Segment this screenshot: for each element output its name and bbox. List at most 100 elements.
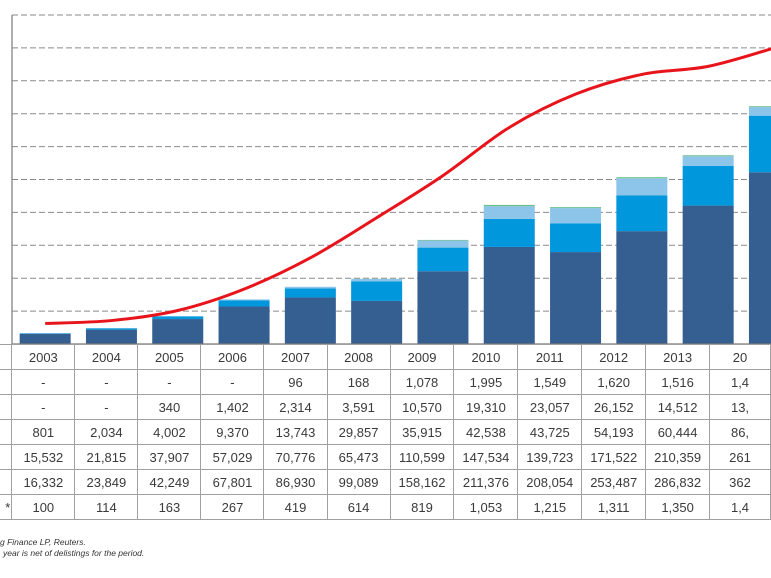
bar-segment: [616, 231, 668, 344]
bar-segment: [748, 106, 771, 108]
table-cell: 1,215: [517, 494, 583, 520]
table-cell: -: [11, 369, 76, 395]
bar-segment: [351, 278, 403, 282]
year-header: 2004: [74, 344, 139, 370]
table-cell: 419: [263, 494, 328, 520]
source-note: g Finance LP, Reuters.: [0, 537, 86, 547]
table-cell: 1,4: [709, 369, 771, 395]
bar-segment: [85, 329, 137, 344]
table-cell: 9,370: [200, 419, 265, 445]
bar-segment: [550, 223, 602, 253]
row-label: [0, 469, 13, 495]
table-cell: 1,549: [517, 369, 583, 395]
table-cell: 86,: [709, 419, 771, 445]
table-cell: 86,930: [263, 469, 328, 495]
table-cell: -: [11, 394, 76, 420]
table-cell: 139,723: [517, 444, 583, 470]
table-cell: 35,915: [389, 419, 455, 445]
table-row: - - - -96 168 1,078 1,995 1,549 1,620 1,516 1,4: [0, 369, 771, 395]
table-cell: 614: [326, 494, 391, 520]
table-cell: 211,376: [453, 469, 519, 495]
bar-segment: [417, 271, 469, 344]
table-cell: 1,620: [581, 369, 647, 395]
table-cell: 3,591: [326, 394, 391, 420]
table-cell: 158,162: [389, 469, 455, 495]
index-line: [45, 47, 771, 325]
table-cell: 23,057: [517, 394, 583, 420]
table-cell: 1,4: [709, 494, 771, 520]
table-cell: 21,815: [74, 444, 139, 470]
table-row: 801 2,034 4,002 9,370 13,743 29,857 35,915 42,5…: [0, 419, 771, 445]
row-label: [0, 394, 13, 420]
index-line-path: [45, 47, 771, 325]
bar-segment: [682, 156, 734, 166]
table-header-row: 2003 2004 2005 2006 2007 2008 2009 2010 2011 2012…: [0, 344, 771, 370]
table-cell: 54,193: [581, 419, 647, 445]
delisting-note: year is net of delistings for the period…: [3, 548, 145, 558]
table-cell: 110,599: [389, 444, 455, 470]
bar-segment: [218, 299, 270, 301]
table-cell: -: [137, 369, 202, 395]
table-cell: 16,332: [11, 469, 76, 495]
table-cell: 23,849: [74, 469, 139, 495]
table-cell: 14,512: [645, 394, 711, 420]
table-cell: -: [200, 369, 265, 395]
bar-segment: [616, 195, 668, 232]
year-header: 2012: [581, 344, 647, 370]
table-cell: 96: [263, 369, 328, 395]
table-row: - -340 1,402 2,314 3,591 10,570 19,310 23,057 26…: [0, 394, 771, 420]
table-cell: 4,002: [137, 419, 202, 445]
bar-segment: [218, 300, 270, 307]
bar-segment: [284, 297, 336, 344]
bar-segment: [417, 239, 469, 241]
bar-segment: [550, 207, 602, 209]
table-cell: 100: [11, 494, 76, 520]
table-cell: 168: [326, 369, 391, 395]
year-header: 2011: [517, 344, 583, 370]
table-cell: 15,532: [11, 444, 76, 470]
table-cell: 67,801: [200, 469, 265, 495]
bar-segment: [417, 247, 469, 272]
table-cell: 37,907: [137, 444, 202, 470]
bar-segment: [85, 328, 137, 330]
row-label: [0, 419, 13, 445]
table-cell: 1,995: [453, 369, 519, 395]
bar-segment: [19, 333, 71, 334]
year-header: 2003: [11, 344, 76, 370]
bar-segment: [152, 319, 204, 344]
axes: [11, 15, 771, 344]
table-cell: 1,078: [389, 369, 455, 395]
table-cell: 210,359: [645, 444, 711, 470]
bar-segment: [483, 204, 535, 207]
bar-segment: [748, 172, 771, 344]
bar-segment: [284, 288, 336, 298]
table-cell: 1,516: [645, 369, 711, 395]
year-header: 2006: [200, 344, 265, 370]
bar-segment: [616, 177, 668, 179]
row-label: [0, 444, 13, 470]
year-header: 2005: [137, 344, 202, 370]
bar-segment: [550, 252, 602, 344]
bar-segment: [550, 208, 602, 224]
table-cell: 147,534: [453, 444, 519, 470]
bar-segment: [19, 333, 71, 344]
bar-segment: [152, 316, 204, 320]
table-cell: 208,054: [517, 469, 583, 495]
bar-segment: [748, 107, 771, 116]
table-cell: 13,: [709, 394, 771, 420]
table-cell: 253,487: [581, 469, 647, 495]
table-cell: 2,314: [263, 394, 328, 420]
table-cell: 43,725: [517, 419, 583, 445]
table-cell: -: [74, 369, 139, 395]
stacked-bar-line-chart: [11, 14, 771, 344]
bar-segment: [351, 281, 403, 301]
table-cell: 1,350: [645, 494, 711, 520]
table-cell: 42,249: [137, 469, 202, 495]
table-cell: 60,444: [645, 419, 711, 445]
table-cell: 1,402: [200, 394, 265, 420]
table-cell: 114: [74, 494, 139, 520]
year-header: 20: [709, 344, 771, 370]
table-cell: 163: [137, 494, 202, 520]
year-header: 2013: [645, 344, 711, 370]
footnotes: g Finance LP, Reuters. year is net of de…: [0, 537, 144, 559]
